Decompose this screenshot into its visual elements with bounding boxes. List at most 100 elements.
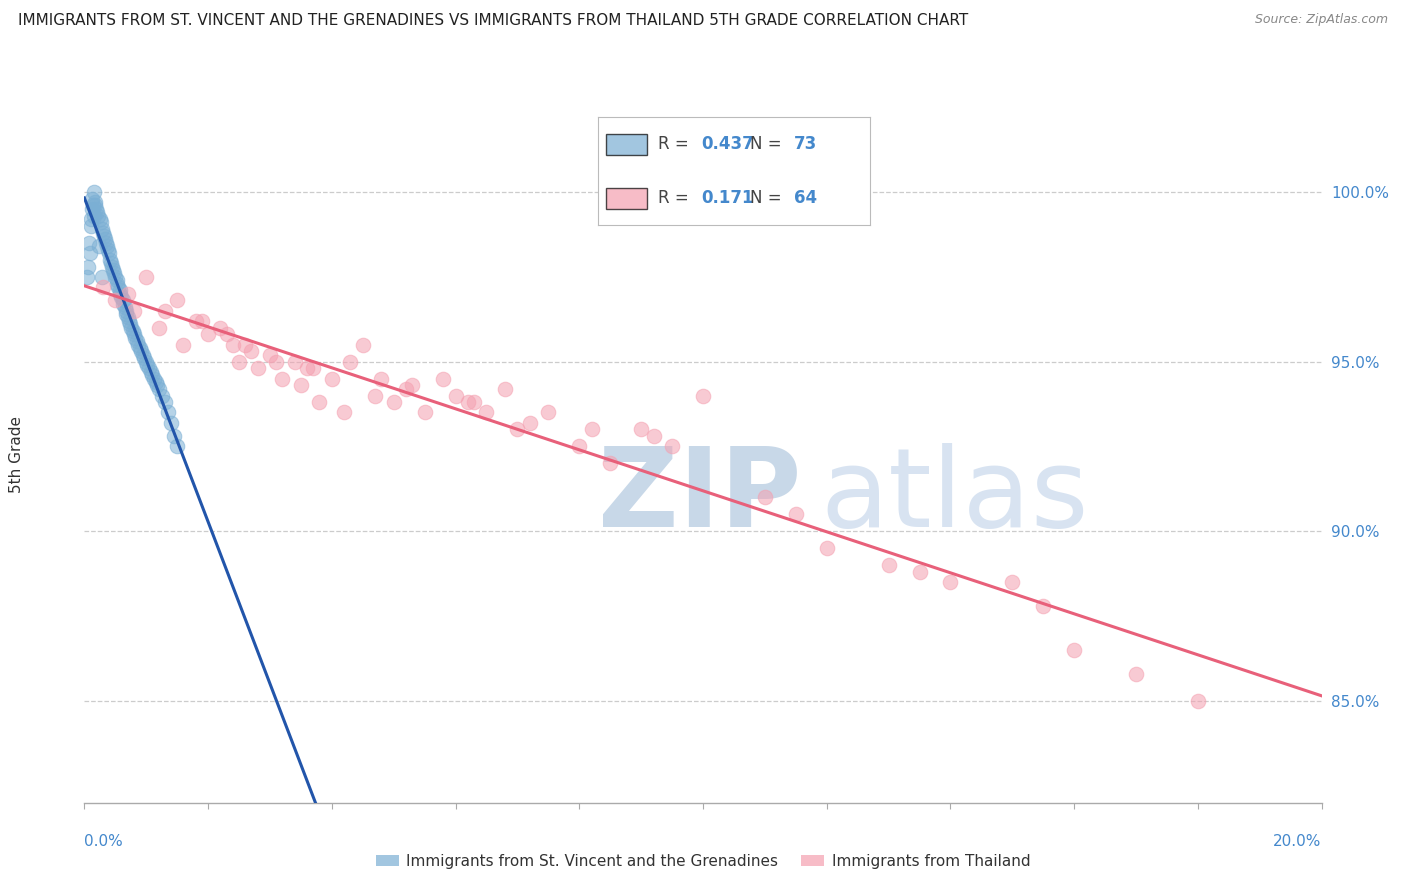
Point xyxy=(166,293,188,308)
Point xyxy=(153,303,176,318)
Point xyxy=(519,416,541,430)
Text: 0.0%: 0.0% xyxy=(84,834,124,849)
Point xyxy=(86,205,108,219)
Point xyxy=(104,269,127,284)
Point xyxy=(321,371,343,385)
Point xyxy=(222,337,245,351)
Point xyxy=(89,239,111,253)
Point xyxy=(76,269,98,284)
Point xyxy=(82,192,104,206)
Point xyxy=(156,405,179,419)
Point xyxy=(444,388,467,402)
Point xyxy=(246,361,269,376)
Point xyxy=(413,405,436,419)
Point xyxy=(370,371,392,385)
Text: Source: ZipAtlas.com: Source: ZipAtlas.com xyxy=(1254,13,1388,27)
Point xyxy=(1187,694,1209,708)
Point xyxy=(395,382,418,396)
Point xyxy=(91,226,114,240)
Point xyxy=(143,371,166,385)
Point xyxy=(105,273,128,287)
Text: ZIP: ZIP xyxy=(598,443,801,550)
Point xyxy=(209,320,232,334)
Point xyxy=(94,235,117,250)
Point xyxy=(129,341,152,355)
Point xyxy=(91,280,114,294)
Point xyxy=(401,378,423,392)
Point xyxy=(166,439,188,453)
Point xyxy=(148,320,170,334)
Point xyxy=(105,277,128,291)
Point xyxy=(97,243,120,257)
Point xyxy=(1063,643,1085,657)
Point xyxy=(101,260,124,274)
Point xyxy=(83,195,105,210)
Point xyxy=(136,358,159,372)
Point xyxy=(135,354,157,368)
Point xyxy=(104,293,127,308)
Point xyxy=(153,395,176,409)
Point xyxy=(352,337,374,351)
Point xyxy=(118,314,141,328)
Point xyxy=(197,327,219,342)
Point xyxy=(79,246,101,260)
Point xyxy=(84,198,107,212)
Point xyxy=(83,185,105,199)
Point xyxy=(117,310,139,325)
Point xyxy=(364,388,387,402)
Point xyxy=(1032,599,1054,613)
Point xyxy=(939,575,962,590)
Point xyxy=(754,491,776,505)
Text: atlas: atlas xyxy=(821,443,1090,550)
Legend: Immigrants from St. Vincent and the Grenadines, Immigrants from Thailand: Immigrants from St. Vincent and the Gren… xyxy=(370,848,1036,875)
Point xyxy=(89,212,111,227)
Point xyxy=(94,232,117,246)
Point xyxy=(127,337,149,351)
Point xyxy=(215,327,238,342)
Point xyxy=(98,252,121,267)
Point xyxy=(785,508,807,522)
Point xyxy=(382,395,405,409)
Point xyxy=(581,422,603,436)
Point xyxy=(87,209,110,223)
Point xyxy=(630,422,652,436)
Point xyxy=(83,209,105,223)
Point xyxy=(432,371,454,385)
Point xyxy=(271,371,294,385)
Point xyxy=(114,303,136,318)
Point xyxy=(163,429,186,443)
Point xyxy=(877,558,900,573)
Point xyxy=(141,368,163,383)
Point xyxy=(184,314,207,328)
Point xyxy=(100,256,122,270)
Point xyxy=(93,229,115,244)
Point xyxy=(108,283,131,297)
Point xyxy=(333,405,356,419)
Point xyxy=(110,286,132,301)
Point xyxy=(284,354,307,368)
Point xyxy=(135,269,157,284)
Point xyxy=(568,439,591,453)
Point xyxy=(114,300,136,314)
Point xyxy=(643,429,665,443)
Point xyxy=(290,378,312,392)
Point xyxy=(506,422,529,436)
Point xyxy=(124,331,146,345)
Point xyxy=(908,565,931,579)
Point xyxy=(118,318,141,332)
Point xyxy=(1001,575,1024,590)
Text: 20.0%: 20.0% xyxy=(1274,834,1322,849)
Point xyxy=(115,307,138,321)
Point xyxy=(121,324,143,338)
Point xyxy=(117,286,139,301)
Point xyxy=(661,439,683,453)
Text: IMMIGRANTS FROM ST. VINCENT AND THE GRENADINES VS IMMIGRANTS FROM THAILAND 5TH G: IMMIGRANTS FROM ST. VINCENT AND THE GREN… xyxy=(18,13,969,29)
Point xyxy=(494,382,516,396)
Point xyxy=(111,293,134,308)
Point xyxy=(815,541,838,556)
Point xyxy=(129,344,152,359)
Point xyxy=(79,212,101,227)
Point xyxy=(84,202,107,216)
Point xyxy=(308,395,330,409)
Point xyxy=(122,327,145,342)
